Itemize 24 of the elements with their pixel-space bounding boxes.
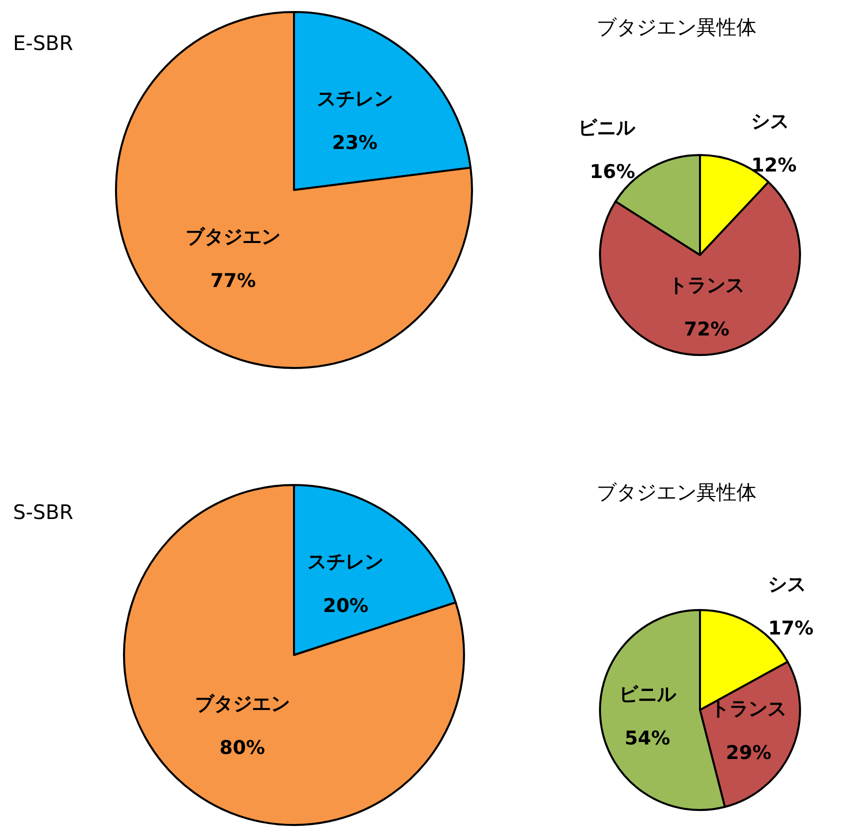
slice-label: ビニル bbox=[618, 684, 677, 706]
slice-label: ブタジエン bbox=[194, 693, 290, 716]
slice-label: シス bbox=[768, 574, 806, 596]
slice-label: スチレン bbox=[316, 88, 393, 110]
data-label: 23% bbox=[332, 132, 378, 154]
slice-label: シス bbox=[751, 110, 790, 132]
data-label: 17% bbox=[768, 618, 814, 640]
slice-label: ブタジエン bbox=[186, 226, 281, 248]
chart-title: ブタジエン異性体 bbox=[596, 15, 756, 39]
chart-title: ブタジエン異性体 bbox=[596, 480, 756, 504]
data-label: 12% bbox=[751, 154, 797, 176]
data-label: 77% bbox=[210, 270, 256, 292]
data-label: 29% bbox=[726, 742, 772, 764]
slice-label: トランス bbox=[668, 274, 745, 297]
text: S-SBR bbox=[13, 500, 74, 524]
data-label: 72% bbox=[684, 318, 730, 341]
data-label: 54% bbox=[624, 728, 670, 750]
data-label: 80% bbox=[220, 737, 266, 760]
text: E-SBR bbox=[13, 31, 74, 55]
slice-label: トランス bbox=[710, 698, 787, 720]
slice-label: スチレン bbox=[308, 550, 384, 573]
slice-label: ビニル bbox=[578, 116, 636, 139]
data-label: 20% bbox=[322, 594, 368, 617]
data-label: 16% bbox=[590, 160, 636, 183]
